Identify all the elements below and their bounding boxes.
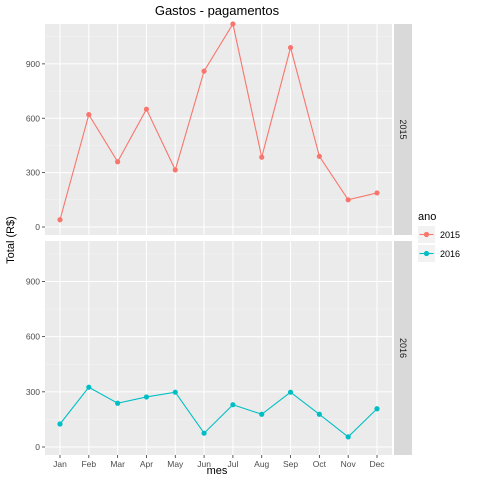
data-point-2015-Nov (345, 197, 351, 203)
x-tick-label: Oct (313, 459, 327, 469)
x-tick-label: Apr (140, 459, 153, 469)
data-point-2015-Feb (86, 112, 92, 118)
x-tick-label: Aug (254, 459, 269, 469)
legend-key-2015: 2015 (418, 226, 460, 243)
data-point-2016-Aug (259, 411, 265, 417)
x-tick-label: Sep (283, 459, 298, 469)
data-point-2015-Jan (57, 217, 63, 223)
legend-key-point (423, 231, 430, 238)
y-axis-title: Total (R$) (5, 216, 17, 264)
legend: ano 2015 2016 (418, 211, 460, 262)
series-line-2015 (59, 22, 378, 220)
panel-background (45, 241, 392, 455)
data-point-2015-Oct (316, 153, 322, 159)
data-point-2015-Mar (115, 159, 121, 165)
x-tick-label: May (167, 459, 184, 469)
data-point-2016-Apr (143, 394, 150, 400)
x-axis: Jan Feb Mar Apr May Jun Jul Aug Sep Oct Nov Dec (53, 455, 385, 469)
y-tick-label: 900 (26, 276, 40, 286)
facet-strip-label: 2016 (398, 338, 408, 358)
legend-title: ano (418, 211, 436, 223)
data-point-2015-Jul (230, 21, 236, 27)
data-point-2015-Sep (287, 44, 294, 51)
facet-strip (394, 241, 412, 455)
series-line-2016 (59, 386, 378, 438)
panel-background (45, 24, 392, 235)
y-tick-label: 300 (26, 168, 40, 178)
data-point-2016-May (172, 389, 178, 395)
x-tick-label: Nov (341, 459, 357, 469)
y-tick-label: 600 (26, 332, 40, 342)
legend-key-point (423, 250, 430, 257)
facet-strip-label: 2015 (398, 119, 408, 139)
data-point-2015-May (172, 167, 178, 173)
data-point-2016-Nov (345, 434, 351, 440)
data-point-2016-Mar (115, 400, 121, 406)
x-tick-label: Jun (197, 459, 211, 469)
data-point-2016-Jun (201, 430, 207, 436)
x-tick-label: Dec (369, 459, 385, 469)
facet-strip (394, 24, 412, 235)
data-point-2015-Apr (143, 106, 150, 112)
y-tick-label: 0 (35, 222, 40, 232)
legend-label-2015: 2015 (440, 230, 460, 240)
panel-2015: 0 300 600 900 2015 (26, 21, 412, 235)
x-tick-label: Mar (110, 459, 125, 469)
x-axis-title: mes (207, 465, 228, 477)
data-point-2016-Dec (374, 406, 380, 412)
x-tick-label: Jan (53, 459, 67, 469)
data-point-2015-Jun (201, 68, 207, 74)
y-tick-label: 900 (26, 59, 40, 69)
data-point-2016-Feb (86, 384, 92, 390)
y-tick-label: 300 (26, 387, 40, 397)
data-point-2015-Dec (374, 190, 380, 196)
y-tick-label: 0 (35, 442, 40, 452)
data-point-2015-Aug (259, 154, 265, 160)
data-point-2016-Jan (57, 421, 63, 427)
legend-label-2016: 2016 (440, 249, 460, 259)
chart-title: Gastos - pagamentos (155, 3, 280, 18)
facet-panels: 0 300 600 900 2015 0 300 600 900 2016 Jan Feb Mar Apr… (26, 21, 412, 469)
data-point-2016-Sep (287, 389, 294, 395)
panel-2016: 0 300 600 900 2016 (26, 241, 412, 455)
data-point-2016-Oct (316, 411, 322, 417)
legend-key-2016: 2016 (418, 245, 460, 262)
x-tick-label: Feb (81, 459, 96, 469)
y-tick-label: 600 (26, 113, 40, 123)
data-point-2016-Jul (230, 402, 236, 408)
x-tick-label: Jul (227, 459, 238, 469)
